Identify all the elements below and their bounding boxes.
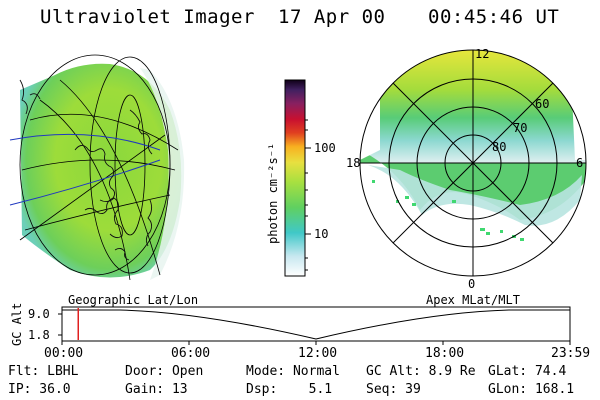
timeline-xtick-0000: 00:00 <box>44 346 84 361</box>
globe-blue-lines <box>9 133 161 206</box>
param-dsp: Dsp: 5.1 <box>246 382 333 397</box>
param-gain: Gain: 13 <box>125 382 188 397</box>
timeline-frame <box>61 306 571 342</box>
param-gc-alt: GC Alt: 8.9 Re <box>366 364 476 379</box>
geographic-globe-image <box>9 54 185 281</box>
polar-grid <box>359 49 587 277</box>
param-ip: IP: 36.0 <box>8 382 71 397</box>
param-mode: Mode: Normal <box>246 364 340 379</box>
timeline-axis-label: GC Alt <box>10 302 24 346</box>
param-glon: GLon: 168.1 <box>488 382 575 397</box>
mlat-label-80: 80 <box>492 140 507 154</box>
mlt-label-6: 6 <box>576 156 584 170</box>
timeline-ticks <box>58 313 571 345</box>
timeline-xtick-2359: 23:59 <box>551 346 591 361</box>
mlt-label-0: 0 <box>468 277 476 291</box>
timeline-xtick-1200: 12:00 <box>298 346 338 361</box>
param-seq: Seq: 39 <box>366 382 421 397</box>
param-filter: Flt: LBHL <box>8 364 79 379</box>
header-date: 17 Apr 00 <box>278 6 386 28</box>
param-door: Door: Open <box>125 364 204 379</box>
timeline-ytick-9: 9.0 <box>28 307 50 321</box>
timeline-left-title: Geographic Lat/Lon <box>68 293 199 307</box>
colorbar-label-10: 10 <box>314 227 329 241</box>
imager-title: Ultraviolet Imager <box>40 6 255 28</box>
timeline-xtick-1800: 18:00 <box>425 346 465 361</box>
timeline-right-title: Apex MLat/MLT <box>426 293 520 307</box>
timeline-ytick-1-8: 1.8 <box>28 328 50 342</box>
mlt-label-12: 12 <box>475 47 490 61</box>
lat-lon-grid <box>19 54 179 281</box>
colorbar-label-100: 100 <box>314 141 336 155</box>
coastline-outlines <box>19 79 153 261</box>
gc-alt-curve <box>62 309 570 340</box>
polar-mlat-mlt-plot <box>359 49 587 277</box>
colorbar-ticks <box>305 119 311 271</box>
mlt-label-18: 18 <box>346 156 361 170</box>
colorbar-unit-label: photon cm⁻²s⁻¹ <box>266 142 280 244</box>
colorbar-scale <box>284 79 306 277</box>
mlat-label-60: 60 <box>535 97 550 111</box>
header-time: 00:45:46 UT <box>428 6 560 28</box>
mlat-label-70: 70 <box>513 121 528 135</box>
timeline-xtick-0600: 06:00 <box>171 346 211 361</box>
limb-glow <box>140 68 185 280</box>
gc-alt-timeline <box>58 306 571 345</box>
param-glat: GLat: 74.4 <box>488 364 567 379</box>
